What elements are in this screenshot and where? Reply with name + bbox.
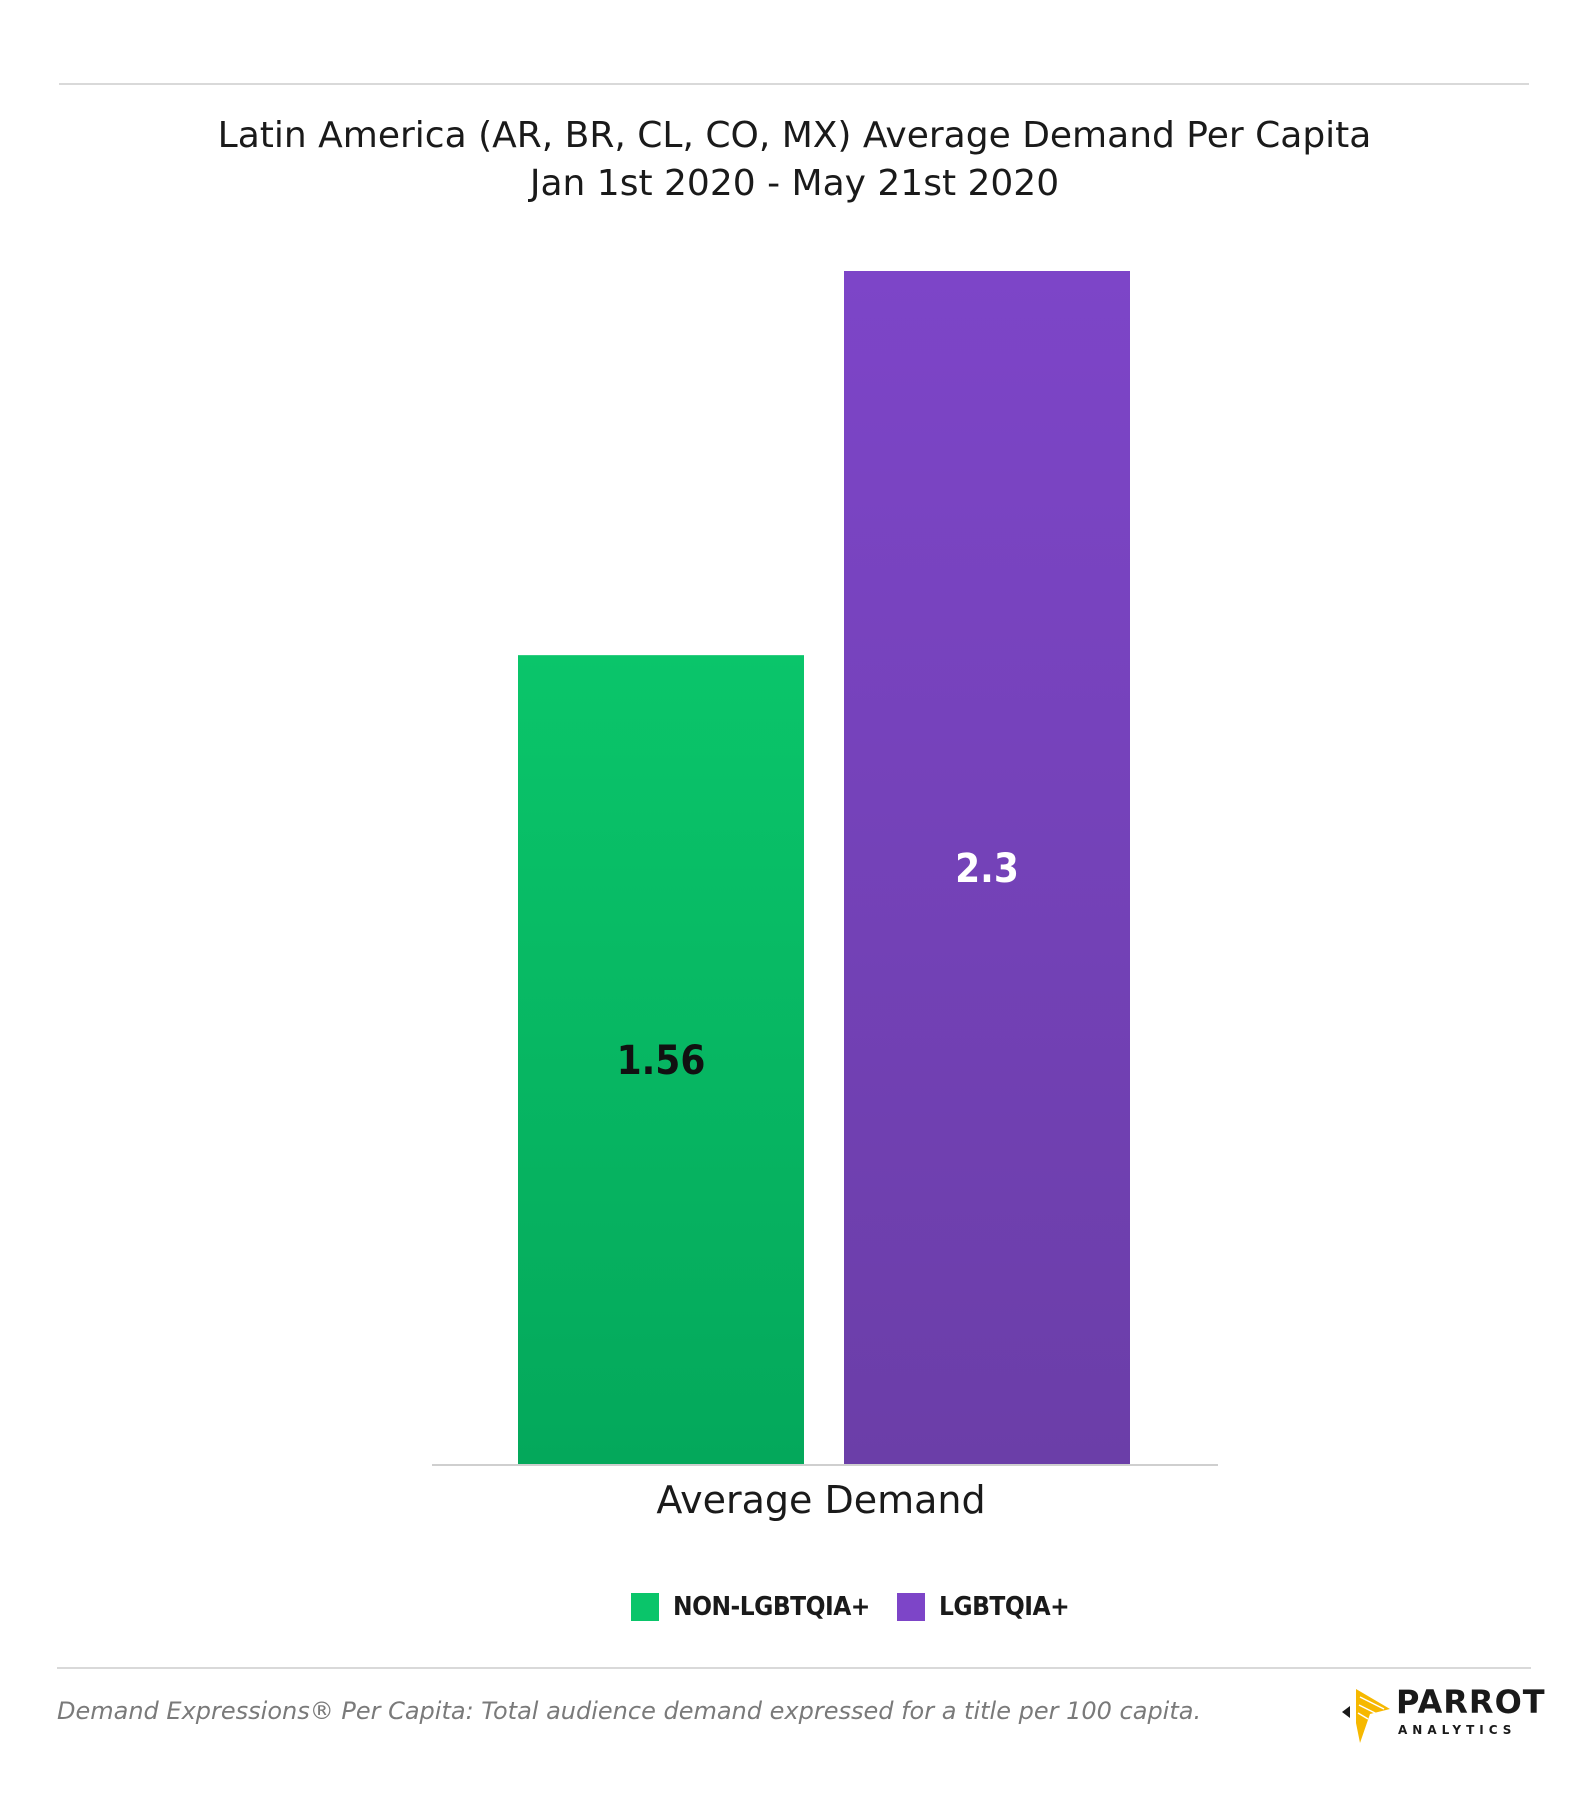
brand-subtitle: ANALYTICS [1398,1723,1517,1737]
bars-layer: 1.56 2.3 [518,271,1130,1465]
chart-title: Latin America (AR, BR, CL, CO, MX) Avera… [217,115,1372,156]
parrot-logo-icon [1342,1689,1390,1743]
legend-swatch-green [631,1593,659,1621]
bottom-divider [57,1667,1531,1669]
legend-label: LGBTQIA+ [939,1592,1070,1622]
legend-item-non-lgbtqia: NON-LGBTQIA+ [631,1590,870,1624]
chart-subtitle: Jan 1st 2020 - May 21st 2020 [529,163,1060,204]
x-category-label: Average Demand [656,1478,985,1522]
footnote: Demand Expressions® Per Capita: Total au… [57,1697,1202,1725]
bar-data-label: 2.3 [955,846,1019,892]
bar-chart: 1.56 2.3 Average Demand [432,271,1218,1522]
brand-name: PARROT [1396,1683,1546,1721]
top-divider [59,83,1529,85]
bar-lgbtqia [844,271,1130,1465]
bar-data-label: 1.56 [617,1038,706,1084]
legend-swatch-purple [897,1593,925,1621]
brand-logo: PARROT ANALYTICS [1330,1683,1545,1745]
legend-item-lgbtqia: LGBTQIA+ [897,1590,1070,1624]
bar-non-lgbtqia [518,655,804,1465]
legend-label: NON-LGBTQIA+ [673,1592,870,1622]
